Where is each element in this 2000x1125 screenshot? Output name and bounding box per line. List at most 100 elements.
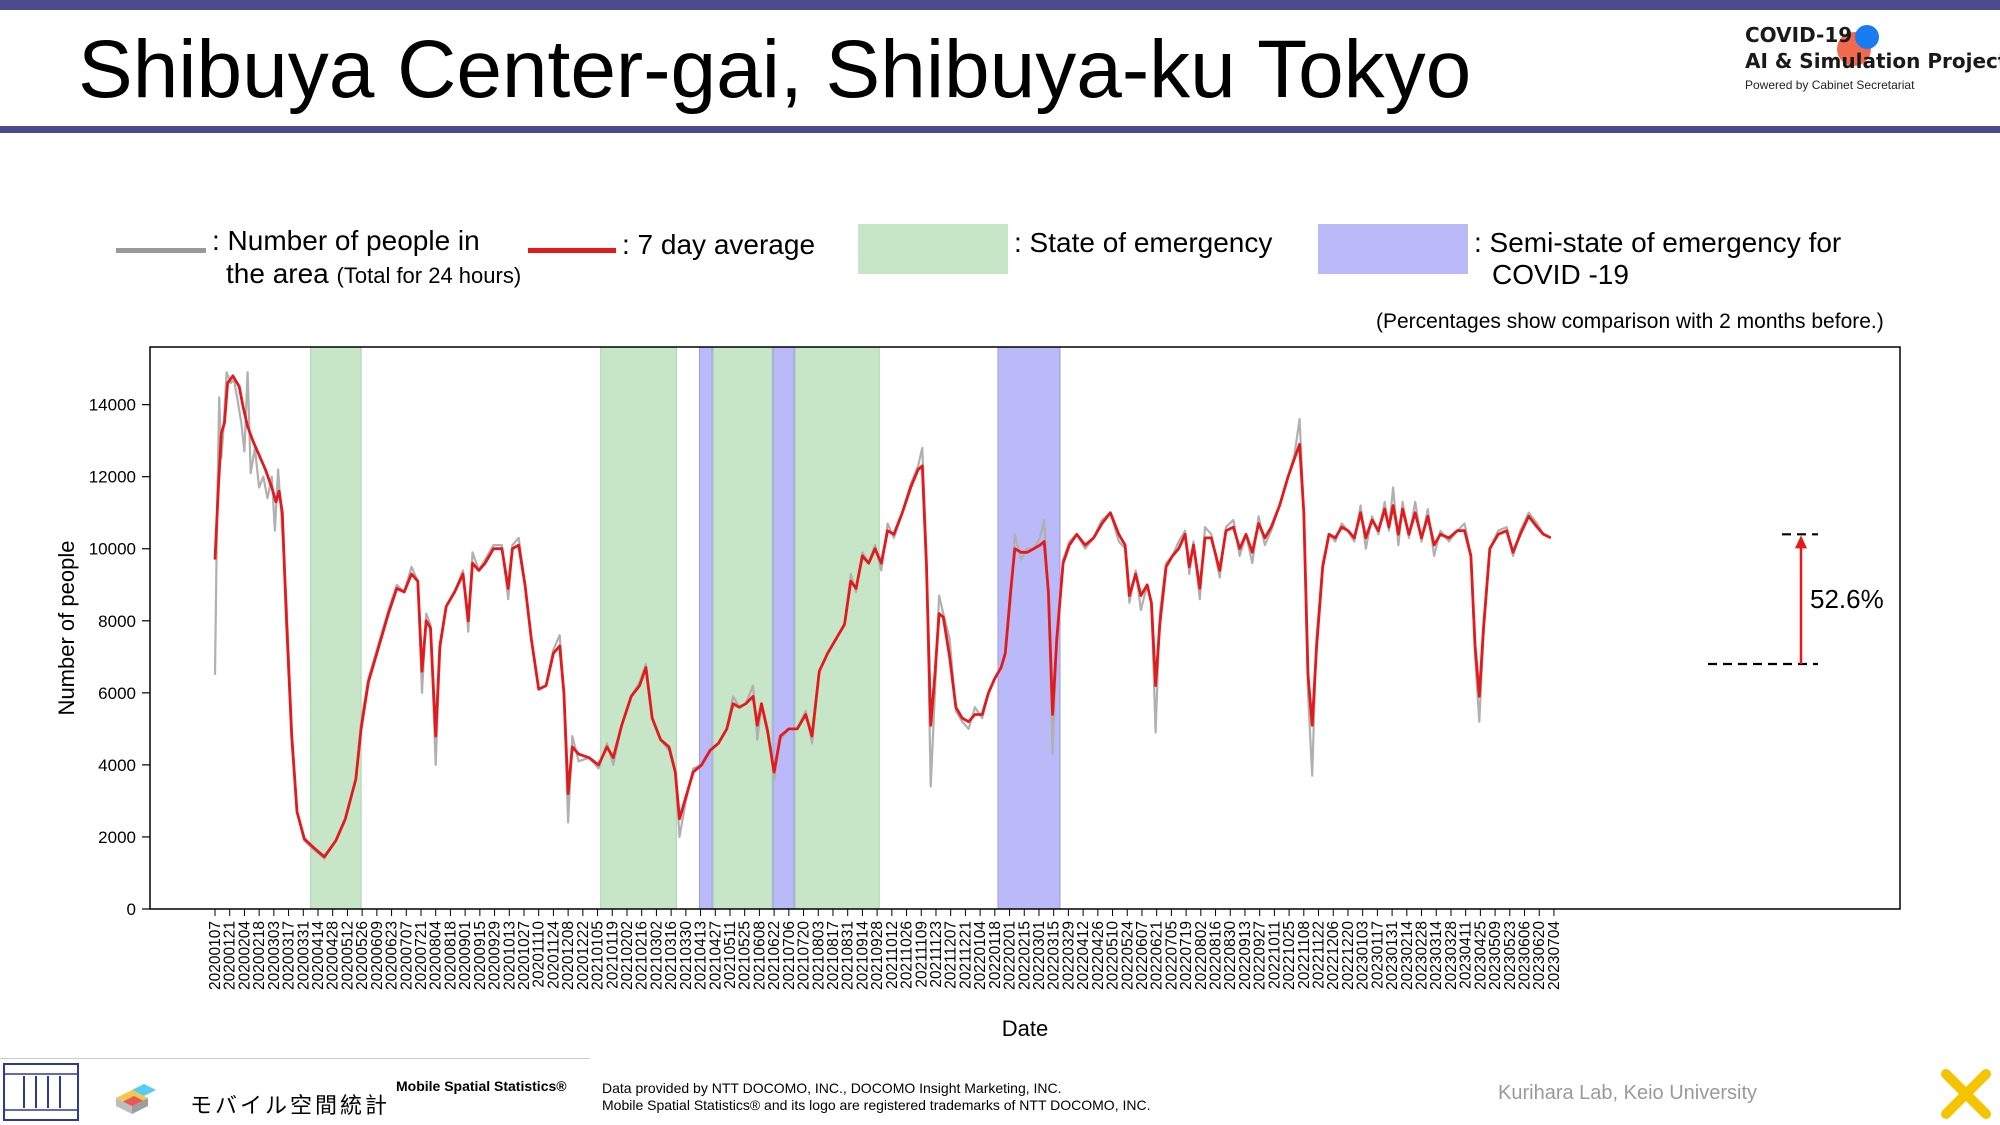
legend-emergency-swatch bbox=[858, 224, 1008, 274]
x-tick-label: 20230509 bbox=[1487, 921, 1504, 990]
x-tick-label: 20210202 bbox=[619, 921, 636, 990]
x-tick-label: 20220510 bbox=[1105, 921, 1122, 990]
y-tick-label: 14000 bbox=[89, 396, 136, 415]
x-tick-label: 20200707 bbox=[398, 921, 415, 990]
x-tick-label: 20200512 bbox=[339, 921, 356, 990]
footer-separator bbox=[0, 1058, 590, 1059]
x-tick-label: 20200107 bbox=[207, 921, 224, 990]
x-tick-label: 20210413 bbox=[693, 921, 710, 990]
x-tick-label: 20220315 bbox=[1046, 921, 1063, 990]
top-accent-bar bbox=[0, 0, 2000, 10]
legend-semi-label-2: COVID -19 bbox=[1492, 259, 1629, 290]
x-axis-ticks: 2020010720200121202002042020021820200303… bbox=[207, 909, 1563, 990]
percentage-note: (Percentages show comparison with 2 mont… bbox=[1376, 310, 1884, 333]
seven-day-average-line bbox=[213, 374, 1552, 859]
x-tick-label: 20210427 bbox=[707, 921, 724, 990]
legend-raw-label-small: (Total for 24 hours) bbox=[336, 263, 522, 288]
x-tick-label: 20210831 bbox=[840, 921, 857, 990]
x-tick-label: 20220621 bbox=[1149, 921, 1166, 990]
x-tick-label: 20210330 bbox=[678, 921, 695, 990]
legend-semi-swatch bbox=[1318, 224, 1468, 274]
x-tick-label: 20200317 bbox=[281, 921, 298, 990]
x-tick-label: 20210706 bbox=[781, 921, 798, 990]
x-tick-label: 20220426 bbox=[1090, 921, 1107, 990]
x-tick-label: 20200218 bbox=[251, 921, 268, 990]
x-tick-label: 20210525 bbox=[737, 921, 754, 990]
y-axis-ticks: 0 2000 4000 6000 8000 10000 12000 14000 bbox=[89, 396, 150, 919]
legend-raw-label-main: the area bbox=[226, 258, 337, 289]
semi-emergency-band-1 bbox=[772, 346, 795, 910]
semi-emergency-band-0 bbox=[699, 346, 713, 910]
change-percentage-label: 52.6% bbox=[1810, 584, 1884, 614]
x-tick-label: 20201208 bbox=[560, 921, 577, 990]
x-axis-title: Date bbox=[1002, 1016, 1048, 1041]
legend-raw-label-1: : Number of people in bbox=[212, 225, 480, 256]
x-tick-label: 20221206 bbox=[1325, 921, 1342, 990]
x-tick-label: 20200623 bbox=[384, 921, 401, 990]
x-tick-label: 20221108 bbox=[1296, 921, 1313, 989]
x-tick-label: 20200818 bbox=[442, 921, 459, 990]
x-tick-label: 20220802 bbox=[1193, 921, 1210, 990]
data-credit-line-1: Data provided by NTT DOCOMO, INC., DOCOM… bbox=[602, 1080, 1062, 1096]
x-tick-label: 20200331 bbox=[295, 921, 312, 990]
legend-average-label: : 7 day average bbox=[622, 229, 816, 260]
x-tick-label: 20220719 bbox=[1178, 921, 1195, 990]
x-tick-label: 20210720 bbox=[796, 921, 813, 990]
emergency-band-1 bbox=[600, 346, 677, 910]
series-lines bbox=[213, 371, 1552, 860]
x-tick-label: 20220913 bbox=[1237, 921, 1254, 990]
x-tick-label: 20210803 bbox=[810, 921, 827, 990]
x-tick-label: 20230523 bbox=[1502, 921, 1519, 990]
covid-project-logo: COVID-19 AI & Simulation Project Powered… bbox=[1745, 22, 2000, 112]
cube-logo-icon bbox=[116, 1084, 156, 1114]
x-tick-label: 20220830 bbox=[1222, 921, 1239, 990]
x-tick-label: 20220329 bbox=[1060, 921, 1077, 990]
x-tick-label: 20200901 bbox=[457, 921, 474, 990]
x-tick-label: 20230214 bbox=[1399, 921, 1416, 990]
emergency-band-2 bbox=[712, 346, 773, 910]
x-tick-label: 20230117 bbox=[1369, 921, 1386, 989]
x-tick-label: 20210511 bbox=[722, 921, 739, 989]
x-tick-label: 20210316 bbox=[663, 921, 680, 990]
x-tick-label: 20210119 bbox=[604, 921, 621, 989]
x-tick-label: 20210817 bbox=[825, 921, 842, 990]
x-tick-label: 20221011 bbox=[1266, 921, 1283, 989]
y-tick-label: 4000 bbox=[98, 756, 136, 775]
x-tick-label: 20230103 bbox=[1355, 921, 1372, 990]
y-tick-label: 6000 bbox=[98, 684, 136, 703]
x-tick-label: 20230131 bbox=[1384, 921, 1401, 990]
x-tick-label: 20200721 bbox=[413, 921, 430, 990]
x-tick-label: 20230606 bbox=[1517, 921, 1534, 990]
mobile-stats-label: Mobile Spatial Statistics® bbox=[396, 1078, 567, 1094]
x-tick-label: 20200804 bbox=[428, 921, 445, 990]
mobile-stats-logo-icon bbox=[3, 1063, 79, 1121]
x-tick-label: 20201124 bbox=[545, 921, 562, 989]
x-tick-label: 20201013 bbox=[501, 921, 518, 990]
x-tick-label: 20230228 bbox=[1414, 921, 1431, 990]
x-tick-label: 20230411 bbox=[1458, 921, 1475, 989]
x-tick-label: 20200414 bbox=[310, 921, 327, 990]
x-tick-label: 20230314 bbox=[1428, 921, 1445, 990]
y-axis-title: Number of people bbox=[54, 541, 79, 716]
x-tick-label: 20200609 bbox=[369, 921, 386, 990]
x-tick-label: 20200204 bbox=[236, 921, 253, 990]
x-tick-label: 20220412 bbox=[1075, 921, 1092, 990]
legend-raw-swatch bbox=[116, 248, 206, 253]
x-tick-label: 20220201 bbox=[1002, 921, 1019, 990]
data-credit-line-2: Mobile Spatial Statistics® and its logo … bbox=[602, 1097, 1151, 1113]
legend-semi-label-1: : Semi-state of emergency for bbox=[1474, 227, 1842, 258]
x-tick-label: 20230620 bbox=[1531, 921, 1548, 990]
x-tick-label: 20220118 bbox=[987, 921, 1004, 989]
x-tick-label: 20210105 bbox=[590, 921, 607, 990]
change-annotation: 52.6% bbox=[1708, 533, 1884, 666]
y-tick-label: 10000 bbox=[89, 540, 136, 559]
x-tick-label: 20211207 bbox=[943, 921, 960, 989]
x-tick-label: 20200303 bbox=[266, 921, 283, 990]
x-tick-label: 20210622 bbox=[766, 921, 783, 990]
x-tick-label: 20230425 bbox=[1472, 921, 1489, 990]
x-tick-label: 20211012 bbox=[884, 921, 901, 989]
emergency-band-0 bbox=[310, 346, 362, 910]
emergency-band-3 bbox=[794, 346, 880, 910]
x-tick-label: 20200428 bbox=[325, 921, 342, 990]
x-tick-label: 20220301 bbox=[1031, 921, 1048, 990]
